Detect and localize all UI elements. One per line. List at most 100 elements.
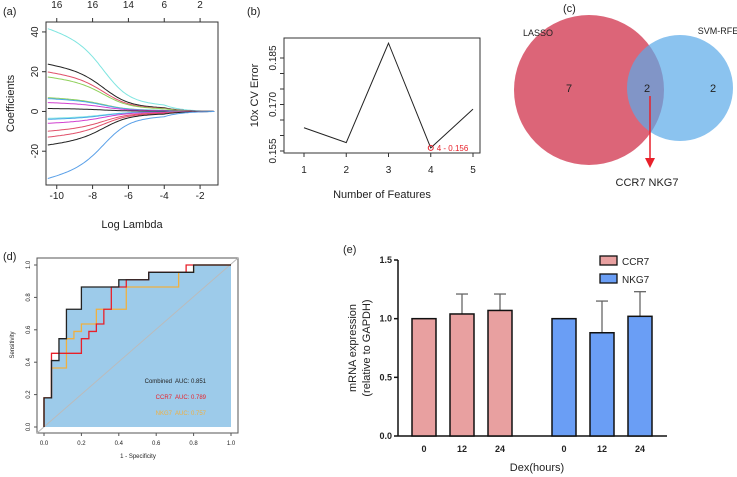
y-tick-label: 0.8 xyxy=(26,293,32,302)
x-tick-label: 0 xyxy=(421,444,426,454)
coefficient-path xyxy=(47,111,215,179)
panel-label: (c) xyxy=(563,3,576,15)
top-tick-label: 6 xyxy=(161,0,167,11)
panel-c-venn: (c) LASSO SVM-RFE 7 2 2 CCR7 NKG7 xyxy=(514,3,737,189)
y-tick-label: 0.155 xyxy=(268,138,279,163)
bar-nkg7 xyxy=(589,331,615,437)
coefficient-path xyxy=(47,111,215,146)
venn-circle-lasso xyxy=(514,15,664,165)
legend-name-ccr7: CCR7 xyxy=(156,395,173,401)
x-tick-label: 12 xyxy=(597,444,607,454)
legend-label-nkg7: NKG7 xyxy=(622,275,650,286)
panel-label: (d) xyxy=(3,251,16,263)
y-axis-label-line2: (relative to GAPDH) xyxy=(361,299,373,396)
legend-auc-nkg7: AUC: 0.757 xyxy=(175,411,207,417)
y-axis-label: 10x CV Error xyxy=(249,63,261,127)
x-tick-label: 3 xyxy=(386,165,392,176)
y-tick-label: 0.4 xyxy=(26,357,32,366)
top-tick-label: 16 xyxy=(87,0,99,11)
bar-nkg7 xyxy=(551,317,577,437)
y-tick-label: 1.5 xyxy=(379,255,392,265)
venn-circle-svm-rfe xyxy=(627,35,733,141)
y-tick-label: 0.0 xyxy=(26,422,32,431)
x-axis-label: Log Lambda xyxy=(101,219,163,231)
y-tick-label: 0.2 xyxy=(26,390,32,399)
plot-frame xyxy=(45,21,219,186)
y-axis-label: Coefficients xyxy=(5,74,17,132)
y-tick-label: 0.0 xyxy=(379,431,392,441)
overlap-genes-label: CCR7 NKG7 xyxy=(616,177,679,189)
x-tick-label: 1 xyxy=(301,165,307,176)
top-tick-label: 16 xyxy=(51,0,63,11)
legend-auc-ccr7: AUC: 0.789 xyxy=(175,395,207,401)
legend-swatch-nkg7 xyxy=(599,273,618,284)
cv-error-line xyxy=(303,41,474,149)
coefficient-path xyxy=(47,76,215,112)
x-tick-label: 0.6 xyxy=(152,441,161,447)
panel-d-roc: (d) 0.0 0.0 0.2 0.2 0.4 0.4 0.6 0.6 0.8 0.8 1.0 1.0 1… xyxy=(3,251,239,460)
y-tick-label: 1.0 xyxy=(379,314,392,324)
x-tick-label: 0.2 xyxy=(77,441,86,447)
panel-e-bar: (e) 0.0 0.5 1.0 1.5 0 12 24 CCR7 0 12 24 NKG7 Dex(hou… xyxy=(343,244,667,474)
bar-ccr7 xyxy=(487,309,513,437)
x-tick-label: -8 xyxy=(88,191,97,202)
legend-auc-combined: AUC: 0.851 xyxy=(175,379,207,385)
x-tick-label: -2 xyxy=(196,191,205,202)
top-tick-label: 2 xyxy=(197,0,203,11)
bar-nkg7 xyxy=(627,315,653,437)
legend-swatch-ccr7 xyxy=(599,255,618,266)
venn-count-svm-rfe: 2 xyxy=(710,83,716,95)
roc-curve-combined xyxy=(43,264,231,427)
min-error-annotation: 4 - 0.156 xyxy=(437,144,469,153)
panel-label: (e) xyxy=(343,244,356,256)
x-axis-label: 1 - Specificity xyxy=(120,454,156,460)
diagonal-reference xyxy=(36,257,239,434)
venn-label-lasso: LASSO xyxy=(523,28,553,38)
x-tick-label: -6 xyxy=(124,191,133,202)
y-tick-label: 0.5 xyxy=(379,372,392,382)
panel-label: (a) xyxy=(3,6,16,18)
y-axis-label-line1: mRNA expression xyxy=(347,304,359,392)
plot-frame xyxy=(283,37,481,154)
y-tick-label: 0.185 xyxy=(268,45,279,70)
x-tick-label: -4 xyxy=(160,191,169,202)
x-tick-label: 0.4 xyxy=(115,441,124,447)
top-tick-label: 14 xyxy=(123,0,135,11)
x-tick-label: 24 xyxy=(635,444,645,454)
panel-b-svm-rfe-cv: (b) 1 2 3 4 5 0.155 0.170 0.185 Number of Feature… xyxy=(247,6,481,201)
venn-count-overlap: 2 xyxy=(644,83,650,95)
x-tick-label: 0.0 xyxy=(40,441,49,447)
arrow-head-icon xyxy=(645,158,655,168)
x-axis-label: Dex(hours) xyxy=(510,462,564,474)
x-tick-label: 2 xyxy=(343,165,349,176)
legend-name-combined: Combined xyxy=(145,379,172,385)
x-tick-label: 12 xyxy=(457,444,467,454)
legend-name-nkg7: NKG7 xyxy=(156,411,173,417)
y-tick-label: 1.0 xyxy=(26,260,32,269)
min-error-marker xyxy=(427,144,434,151)
y-tick-label: 0.170 xyxy=(268,92,279,117)
x-tick-label: 1.0 xyxy=(227,441,236,447)
y-axis-label: Sensitivity xyxy=(10,331,16,358)
bar-ccr7 xyxy=(449,313,475,437)
legend-label-ccr7: CCR7 xyxy=(622,257,650,268)
y-tick-label: 40 xyxy=(30,26,41,38)
x-tick-label: 0.8 xyxy=(189,441,198,447)
x-axis-label: Number of Features xyxy=(333,189,431,201)
bar-ccr7 xyxy=(411,317,437,437)
plot-frame xyxy=(36,257,239,434)
venn-count-lasso: 7 xyxy=(566,83,572,95)
y-tick-label: 0.6 xyxy=(26,325,32,334)
y-tick-label: 20 xyxy=(30,66,41,78)
x-tick-label: 24 xyxy=(495,444,505,454)
coefficient-path xyxy=(47,28,215,112)
y-tick-label: 0 xyxy=(30,108,41,114)
venn-label-svm-rfe: SVM-RFE xyxy=(698,26,737,36)
x-tick-label: 0 xyxy=(561,444,566,454)
x-tick-label: 5 xyxy=(470,165,476,176)
x-tick-label: -10 xyxy=(50,191,65,202)
panel-a-lasso-path: (a) -10 -8 -6 -4 -2 -20 0 20 40 16 16 14 6 2 Log Lambda… xyxy=(3,0,219,231)
y-tick-label: -20 xyxy=(30,144,41,159)
panel-label: (b) xyxy=(247,6,260,18)
